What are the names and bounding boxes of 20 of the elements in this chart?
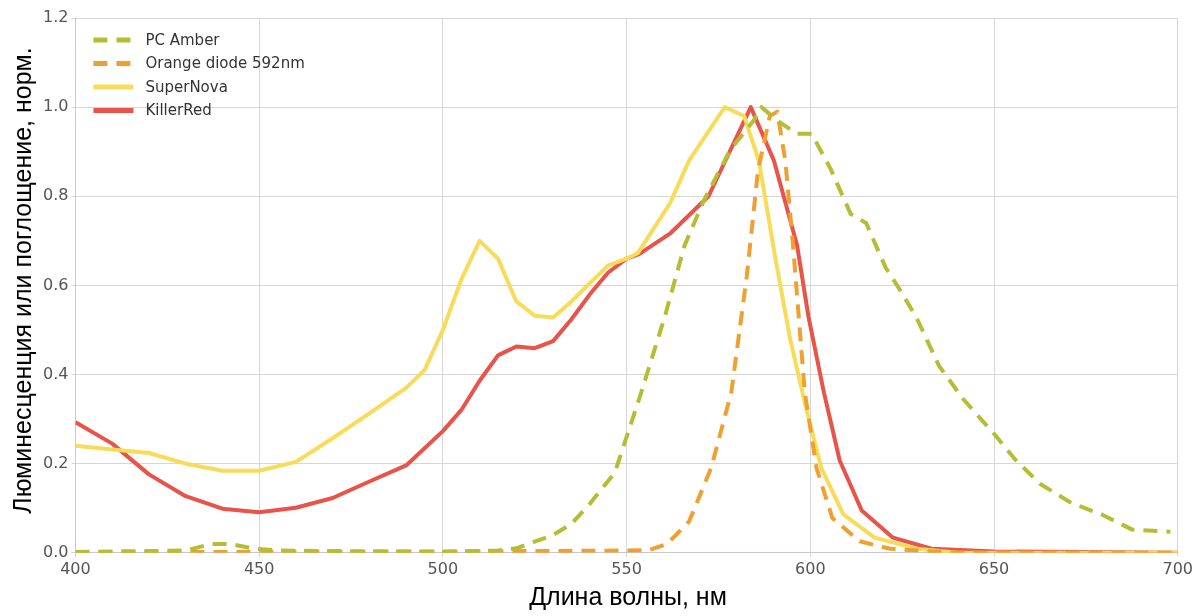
x-tick-label: 400: [60, 558, 91, 578]
y-tick-label: 0.2: [42, 452, 69, 472]
y-tick-label: 0.4: [42, 363, 69, 383]
x-tick-label: 550: [611, 558, 642, 578]
legend-label: PC Amber: [145, 30, 221, 49]
x-tick-label: 650: [978, 558, 1010, 578]
y-axis-title: Люминесценция или поглощение, норм.: [7, 46, 37, 514]
y-tick-label: 0.0: [42, 541, 69, 561]
y-tick-label: 0.8: [42, 185, 69, 205]
y-tick-label: 1.0: [42, 96, 69, 116]
x-tick-label: 700: [1162, 558, 1193, 578]
legend-label: Orange diode 592nm: [145, 54, 305, 73]
y-tick-label: 0.6: [42, 274, 69, 294]
y-tick-label: 1.2: [42, 7, 69, 27]
legend-label: KillerRed: [145, 101, 212, 120]
x-tick-label: 450: [243, 558, 275, 578]
legend-label: SuperNova: [145, 77, 228, 96]
x-axis-title: Длина волны, нм: [528, 582, 728, 611]
x-tick-label: 500: [427, 558, 459, 578]
x-tick-label: 600: [795, 558, 826, 578]
